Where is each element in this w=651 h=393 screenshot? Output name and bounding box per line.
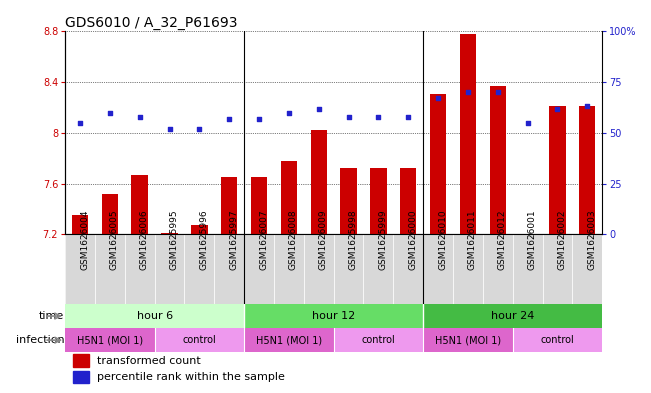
Text: GSM1626008: GSM1626008 (289, 209, 298, 270)
Bar (184, 234, 214, 304)
Bar (370, 168, 387, 234)
Point (373, 114, 383, 120)
Text: GSM1626012: GSM1626012 (498, 209, 506, 270)
Text: infection: infection (16, 335, 64, 345)
Bar (490, 86, 506, 234)
Bar (393, 234, 423, 304)
Bar (161, 233, 178, 234)
Bar (132, 175, 148, 234)
Bar (311, 130, 327, 234)
Bar (513, 234, 542, 304)
Point (433, 95, 443, 101)
Bar (65, 304, 244, 328)
Bar (72, 215, 89, 234)
Bar (155, 328, 244, 352)
Point (522, 119, 533, 126)
Bar (244, 234, 274, 304)
Bar (73, 354, 89, 367)
Point (194, 126, 204, 132)
Point (314, 105, 324, 112)
Point (224, 116, 234, 122)
Bar (513, 328, 602, 352)
Bar (65, 328, 155, 352)
Text: control: control (540, 335, 574, 345)
Bar (423, 304, 602, 328)
Bar (400, 168, 417, 234)
Bar (549, 106, 566, 234)
Text: GSM1626002: GSM1626002 (557, 209, 566, 270)
Bar (73, 371, 89, 383)
Text: hour 12: hour 12 (312, 311, 355, 321)
Bar (579, 106, 596, 234)
Text: percentile rank within the sample: percentile rank within the sample (98, 372, 285, 382)
Point (343, 114, 353, 120)
Bar (363, 234, 393, 304)
Bar (453, 234, 483, 304)
Bar (483, 234, 513, 304)
Text: transformed count: transformed count (98, 356, 201, 366)
Text: GSM1626003: GSM1626003 (587, 209, 596, 270)
Bar (244, 328, 334, 352)
Text: H5N1 (MOI 1): H5N1 (MOI 1) (77, 335, 143, 345)
Bar (334, 234, 363, 304)
Bar (460, 34, 476, 234)
Bar (244, 304, 423, 328)
Bar (572, 234, 602, 304)
Point (403, 114, 413, 120)
Text: control: control (361, 335, 395, 345)
Text: GSM1626006: GSM1626006 (140, 209, 148, 270)
Text: control: control (182, 335, 216, 345)
Bar (214, 234, 244, 304)
Bar (125, 234, 155, 304)
Bar (155, 234, 184, 304)
Text: time: time (39, 311, 64, 321)
Point (552, 105, 562, 112)
Point (582, 103, 592, 110)
Bar (95, 234, 125, 304)
Bar (542, 234, 572, 304)
Bar (423, 234, 453, 304)
Text: H5N1 (MOI 1): H5N1 (MOI 1) (435, 335, 501, 345)
Bar (340, 168, 357, 234)
Point (284, 109, 294, 116)
Text: GSM1625997: GSM1625997 (229, 209, 238, 270)
Bar (221, 177, 238, 234)
Text: GSM1626011: GSM1626011 (468, 209, 477, 270)
Point (135, 114, 145, 120)
Bar (281, 161, 297, 234)
Bar (430, 94, 447, 234)
Text: GSM1626010: GSM1626010 (438, 209, 447, 270)
Text: GSM1625995: GSM1625995 (169, 209, 178, 270)
Text: GSM1625996: GSM1625996 (199, 209, 208, 270)
Text: hour 24: hour 24 (491, 311, 534, 321)
Point (254, 116, 264, 122)
Bar (251, 177, 268, 234)
Bar (423, 328, 513, 352)
Bar (334, 328, 423, 352)
Bar (65, 234, 95, 304)
Text: H5N1 (MOI 1): H5N1 (MOI 1) (256, 335, 322, 345)
Bar (102, 194, 118, 234)
Text: GSM1626004: GSM1626004 (80, 209, 89, 270)
Text: GSM1625998: GSM1625998 (348, 209, 357, 270)
Point (75, 119, 85, 126)
Bar (304, 234, 334, 304)
Point (493, 89, 503, 95)
Bar (274, 234, 304, 304)
Text: GSM1626005: GSM1626005 (110, 209, 119, 270)
Point (164, 126, 174, 132)
Text: GSM1626009: GSM1626009 (319, 209, 327, 270)
Text: hour 6: hour 6 (137, 311, 173, 321)
Text: GSM1626001: GSM1626001 (527, 209, 536, 270)
Point (463, 89, 473, 95)
Text: GSM1626000: GSM1626000 (408, 209, 417, 270)
Point (105, 109, 115, 116)
Text: GSM1625999: GSM1625999 (378, 209, 387, 270)
Bar (191, 226, 208, 234)
Text: GSM1626007: GSM1626007 (259, 209, 268, 270)
Text: GDS6010 / A_32_P61693: GDS6010 / A_32_P61693 (65, 17, 238, 30)
